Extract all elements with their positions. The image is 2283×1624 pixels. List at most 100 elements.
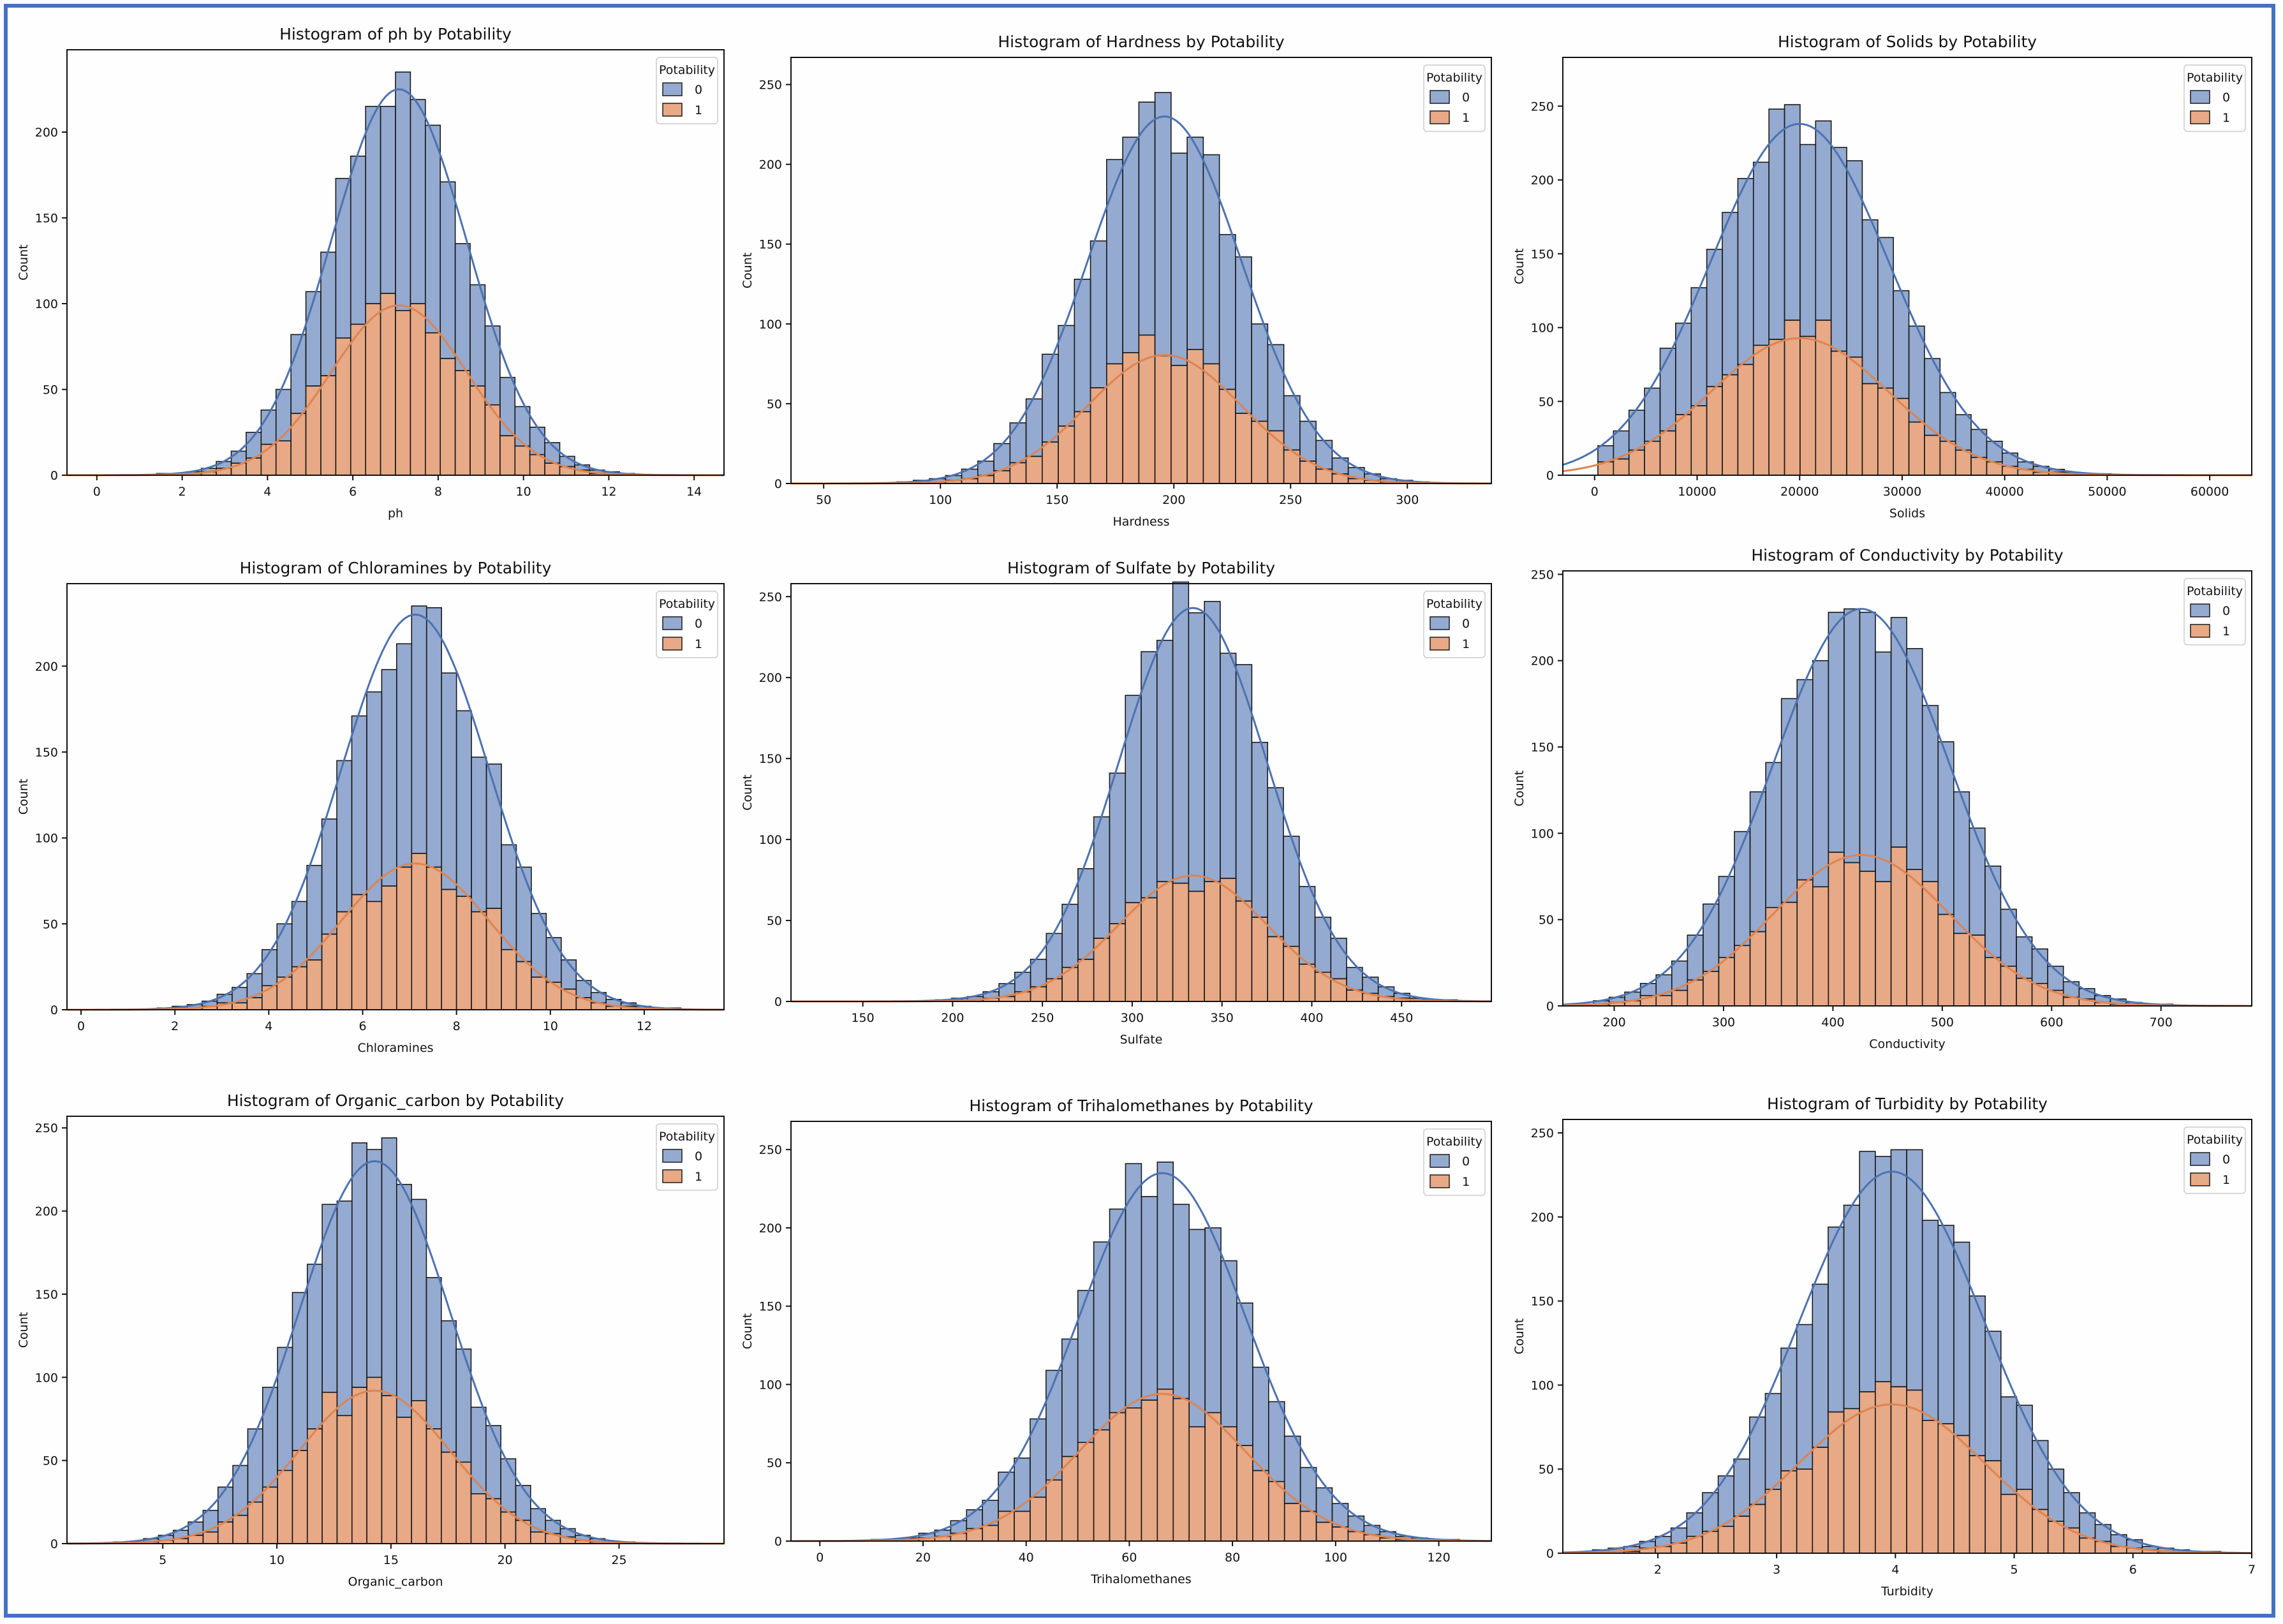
bar-potability-0 bbox=[515, 1484, 531, 1521]
legend: Potability 0 1 bbox=[656, 1123, 718, 1191]
bar-potability-1 bbox=[1939, 440, 1956, 476]
bar-potability-0 bbox=[425, 1277, 442, 1429]
bar-potability-0 bbox=[1315, 1487, 1333, 1523]
bar-potability-0 bbox=[1109, 1208, 1127, 1414]
bar-potability-0 bbox=[1077, 868, 1095, 960]
bar-potability-0 bbox=[2047, 1468, 2065, 1522]
bar-potability-0 bbox=[247, 1428, 263, 1503]
bar-potability-0 bbox=[455, 710, 472, 897]
x-axis-label: Turbidity bbox=[1880, 1584, 1933, 1598]
legend-swatch-0 bbox=[662, 1149, 683, 1163]
bar-potability-0 bbox=[321, 818, 337, 935]
y-tick-label: 150 bbox=[759, 238, 782, 252]
bar-potability-0 bbox=[1784, 104, 1801, 321]
legend-label-0: 0 bbox=[1462, 617, 1470, 631]
x-tick-label: 8 bbox=[434, 485, 442, 499]
bar-potability-0 bbox=[1267, 1401, 1285, 1482]
bar-potability-0 bbox=[1106, 159, 1123, 365]
bar-potability-0 bbox=[454, 243, 471, 371]
bar-potability-1 bbox=[381, 885, 397, 1010]
bar-potability-0 bbox=[336, 1200, 353, 1417]
bar-potability-1 bbox=[1859, 871, 1876, 1007]
x-tick-label: 4 bbox=[1891, 1563, 1899, 1577]
x-tick-label: 40 bbox=[1019, 1551, 1034, 1565]
bar-potability-0 bbox=[1953, 1241, 1970, 1436]
y-tick-label: 200 bbox=[35, 660, 58, 674]
y-tick-label: 100 bbox=[1531, 1378, 1554, 1392]
x-tick-label: 20 bbox=[498, 1553, 513, 1567]
bar-potability-1 bbox=[2000, 1493, 2018, 1554]
x-axis-label: Conductivity bbox=[1869, 1037, 1945, 1051]
legend-title: Potability bbox=[659, 63, 715, 77]
legend-label-1: 1 bbox=[1462, 111, 1470, 125]
bar-potability-1 bbox=[1706, 386, 1723, 476]
legend-swatch-0 bbox=[1430, 1154, 1450, 1168]
bar-potability-0 bbox=[1267, 787, 1284, 938]
legend-title: Potability bbox=[659, 1130, 715, 1144]
x-tick-label: 2 bbox=[171, 1019, 179, 1033]
x-tick-label: 60000 bbox=[2191, 485, 2229, 499]
bar-potability-1 bbox=[1799, 336, 1817, 476]
bar-potability-0 bbox=[1659, 348, 1676, 432]
bar-potability-1 bbox=[500, 1511, 517, 1544]
bar-potability-0 bbox=[1141, 1196, 1158, 1401]
bar-potability-0 bbox=[277, 1347, 293, 1472]
y-tick-label: 150 bbox=[759, 752, 782, 766]
bar-potability-0 bbox=[1090, 240, 1107, 388]
x-tick-label: 10000 bbox=[1678, 485, 1716, 499]
bar-potability-0 bbox=[1172, 1204, 1190, 1399]
bar-potability-0 bbox=[1156, 640, 1174, 882]
bar-potability-0 bbox=[380, 105, 396, 294]
bar-potability-1 bbox=[1687, 979, 1704, 1007]
bar-potability-1 bbox=[1236, 1445, 1253, 1542]
y-tick-label: 50 bbox=[1539, 1463, 1554, 1477]
bar-potability-1 bbox=[425, 332, 441, 476]
bar-potability-1 bbox=[381, 1395, 397, 1544]
y-tick-label: 150 bbox=[35, 212, 58, 226]
bar-potability-0 bbox=[1749, 791, 1766, 933]
bar-potability-0 bbox=[1687, 934, 1704, 981]
y-tick-label: 50 bbox=[1539, 913, 1554, 927]
bar-potability-0 bbox=[1846, 160, 1863, 358]
x-axis-label: Trihalomethanes bbox=[1090, 1572, 1191, 1586]
bar-potability-0 bbox=[1893, 290, 1910, 399]
bar-potability-1 bbox=[1764, 1489, 1782, 1554]
y-axis-label: Count bbox=[17, 779, 31, 815]
bar-potability-1 bbox=[440, 358, 456, 476]
bar-potability-1 bbox=[485, 908, 502, 1010]
bar-potability-1 bbox=[1812, 886, 1829, 1007]
bar-potability-1 bbox=[1784, 320, 1801, 476]
bar-potability-0 bbox=[485, 1425, 501, 1500]
chart-title: Histogram of Organic_carbon by Potabilit… bbox=[227, 1091, 564, 1110]
x-tick-label: 6 bbox=[349, 485, 357, 499]
histogram-panel-solids: Histogram of Solids by Potability 0 10000 2… bbox=[1499, 19, 2271, 533]
bar-potability-1 bbox=[1109, 1412, 1127, 1542]
bar-potability-1 bbox=[1718, 957, 1735, 1007]
y-tick-label: 100 bbox=[759, 318, 782, 332]
bar-potability-1 bbox=[1058, 425, 1075, 484]
bar-potability-0 bbox=[1218, 233, 1236, 390]
bar-potability-1 bbox=[262, 1486, 278, 1544]
bar-potability-0 bbox=[1954, 414, 1972, 451]
x-tick-label: 12 bbox=[637, 1019, 652, 1033]
x-tick-label: 200 bbox=[941, 1011, 964, 1025]
bar-potability-1 bbox=[1906, 869, 1923, 1007]
bar-potability-0 bbox=[1799, 144, 1817, 337]
x-tick-label: 200 bbox=[1162, 493, 1185, 507]
bar-potability-0 bbox=[1768, 108, 1785, 340]
x-tick-label: 120 bbox=[1427, 1551, 1450, 1565]
y-tick-label: 0 bbox=[50, 469, 58, 483]
x-tick-label: 12 bbox=[601, 485, 616, 499]
bar-potability-1 bbox=[1172, 882, 1190, 1002]
bar-potability-0 bbox=[1796, 679, 1814, 881]
kde-curve-potability-0 bbox=[1562, 1170, 2252, 1554]
legend-swatch-1 bbox=[662, 103, 683, 117]
bar-potability-0 bbox=[1859, 1151, 1876, 1392]
bar-potability-1 bbox=[441, 889, 457, 1010]
plot-area: Histogram of Chloramines by Potability 0 2… bbox=[17, 559, 725, 1055]
bar-potability-1 bbox=[350, 323, 366, 476]
bar-potability-1 bbox=[1924, 434, 1941, 476]
bar-potability-0 bbox=[469, 284, 486, 387]
